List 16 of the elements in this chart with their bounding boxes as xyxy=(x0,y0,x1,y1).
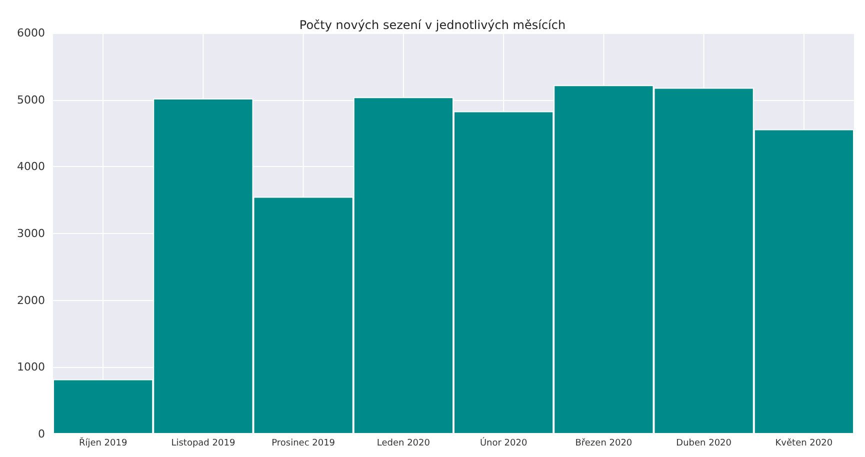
x-tick-label: Leden 2020 xyxy=(376,438,430,448)
y-tick-label: 6000 xyxy=(17,26,45,40)
x-tick-label: Březen 2020 xyxy=(575,438,632,448)
y-tick-label: 2000 xyxy=(17,294,45,307)
x-tick-label: Říjen 2019 xyxy=(78,436,128,448)
y-tick-label: 1000 xyxy=(17,360,45,374)
x-tick-label: Květen 2020 xyxy=(775,438,833,448)
x-tick-label: Únor 2020 xyxy=(480,436,528,448)
x-tick-label: Listopad 2019 xyxy=(171,438,236,448)
y-tick-label: 0 xyxy=(38,428,45,440)
y-tick-label: 3000 xyxy=(17,227,45,240)
x-tick-label: Duben 2020 xyxy=(676,438,732,448)
chart-title: Počty nových sezení v jednotlivých měsících xyxy=(299,18,566,32)
y-tick-label: 4000 xyxy=(17,160,45,174)
x-tick-label: Prosinec 2019 xyxy=(272,438,336,448)
y-tick-label: 5000 xyxy=(17,93,45,106)
